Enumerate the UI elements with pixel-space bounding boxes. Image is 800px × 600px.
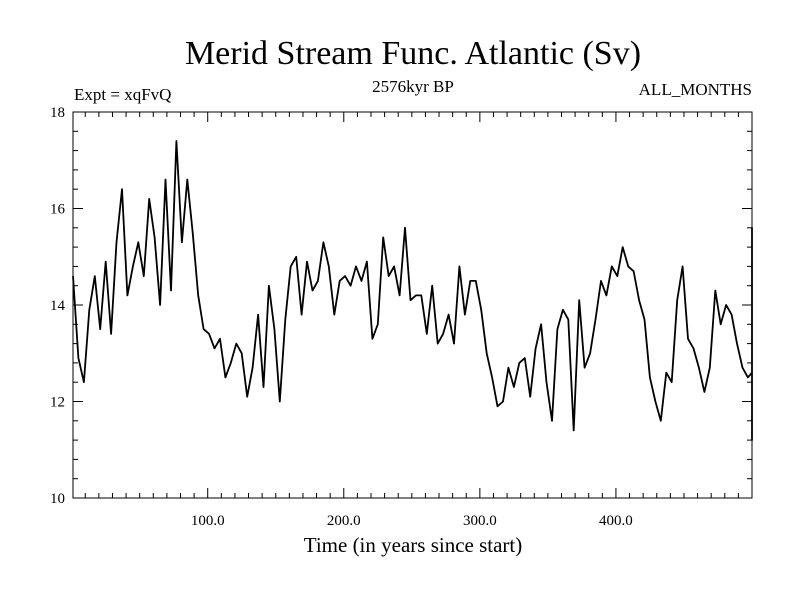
x-tick-label: 100.0 (191, 513, 225, 529)
y-tick-label: 14 (50, 298, 66, 314)
series-line (72, 140, 753, 442)
y-tick-label: 16 (50, 202, 66, 218)
season-label: ALL_MONTHS (639, 80, 752, 99)
x-axis-label: Time (in years since start) (304, 533, 523, 557)
axis-tick-labels: 100.0 200.0 300.0 400.0 10 12 14 16 18 (50, 105, 633, 529)
period-label: 2576kyr BP (372, 77, 454, 96)
chart-title: Merid Stream Func. Atlantic (Sv) (185, 35, 641, 72)
y-tick-label: 12 (50, 395, 65, 411)
y-tick-label: 10 (50, 491, 65, 507)
x-tick-label: 400.0 (599, 513, 633, 529)
x-tick-label: 300.0 (463, 513, 497, 529)
x-tick-label: 200.0 (327, 513, 361, 529)
y-tick-label: 18 (50, 105, 65, 121)
experiment-label: Expt = xqFvQ (74, 85, 171, 104)
